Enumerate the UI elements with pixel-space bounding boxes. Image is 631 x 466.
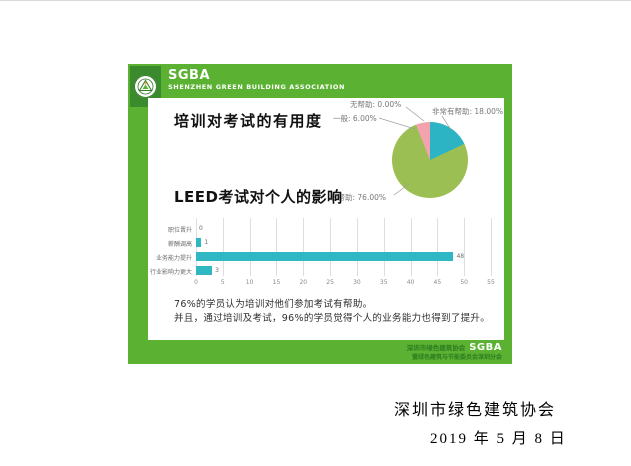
footer-org-en: SGBA xyxy=(469,342,502,353)
x-tick-label: 5 xyxy=(220,279,225,286)
x-tick-label: 30 xyxy=(353,279,361,286)
header-subtitle: SHENZHEN GREEN BUILDING ASSOCIATION xyxy=(168,83,346,91)
pie-label-none: 无帮助: 0.00% xyxy=(350,100,402,109)
pie-label-average: 一般: 6.00% xyxy=(333,114,377,123)
sgba-logo-icon xyxy=(134,75,157,98)
grid-line xyxy=(276,218,278,276)
grid-line xyxy=(383,218,385,276)
footer-line-2: 暨绿色建筑与节能委员会深圳分会 xyxy=(411,354,502,361)
footer-line-1: 深圳市绿色建筑协会 SGBA xyxy=(407,343,502,353)
bar-chart: 0 5 10 15 20 25 30 35 40 45 50 55 职位晋升 0 薪酬调高 1 业务能力提升 48… xyxy=(148,216,504,288)
x-tick-label: 45 xyxy=(433,279,442,286)
grid-line xyxy=(249,218,251,276)
x-tick-label: 40 xyxy=(406,279,415,286)
x-tick-label: 50 xyxy=(460,279,468,286)
x-tick-label: 25 xyxy=(326,279,334,286)
presentation-slide: SGBA SHENZHEN GREEN BUILDING ASSOCIATION… xyxy=(128,64,512,364)
bar-value-label: 1 xyxy=(204,239,209,246)
grid-line xyxy=(464,218,466,276)
grid-line xyxy=(303,218,305,276)
bar-value-label: 0 xyxy=(199,225,203,232)
grid-line xyxy=(330,218,332,276)
slide-footer: 深圳市绿色建筑协会 SGBA 暨绿色建筑与节能委员会深圳分会 xyxy=(407,343,502,362)
bar-category-label: 业务能力提升 xyxy=(155,255,192,262)
grid-line xyxy=(491,218,492,276)
summary-line-1: 76%的学员认为培训对他们参加考试有帮助。 xyxy=(174,299,373,310)
grid-line xyxy=(410,218,412,276)
caption-organization: 深圳市绿色建筑协会 xyxy=(394,402,557,419)
pie-chart-title: 培训对考试的有用度 xyxy=(174,112,323,130)
grid-line xyxy=(437,218,439,276)
bar xyxy=(196,266,213,275)
pie-label-very-helpful: 非常有帮助: 18.00% xyxy=(432,107,504,116)
bar xyxy=(196,252,454,261)
grid-line xyxy=(222,218,224,276)
grid-line xyxy=(196,218,197,276)
grid-line xyxy=(356,218,358,276)
bar-chart-title: LEED考试对个人的影响 xyxy=(174,188,343,206)
bar-value-label: 3 xyxy=(215,267,219,274)
summary-line-2: 并且，通过培训及考试，96%的学员觉得个人的业务能力也得到了提升。 xyxy=(174,312,491,324)
sgba-logo-container xyxy=(130,66,161,107)
bar-category-label: 行业影响力更大 xyxy=(149,269,192,276)
pie-chart xyxy=(392,122,468,198)
x-tick-label: 10 xyxy=(245,279,254,286)
x-tick-label: 35 xyxy=(379,279,388,286)
bar-value-label: 48 xyxy=(456,253,465,260)
page-top-divider xyxy=(0,0,631,1)
x-tick-label: 20 xyxy=(299,279,308,286)
footer-org-cn: 深圳市绿色建筑协会 xyxy=(406,344,466,352)
header-text-block: SGBA SHENZHEN GREEN BUILDING ASSOCIATION xyxy=(168,69,345,92)
x-tick-label: 0 xyxy=(194,279,198,286)
summary-text: 76%的学员认为培训对他们参加考试有帮助。 并且，通过培训及考试，96%的学员觉… xyxy=(174,298,490,325)
pie-label-helpful: 有帮助: 76.00% xyxy=(330,193,387,202)
slide-content-panel: 培训对考试的有用度 无帮助: 0.00% 一般: 6.00% 非常有帮助: 18… xyxy=(148,98,504,340)
x-tick-label: 15 xyxy=(272,279,281,286)
x-tick-label: 55 xyxy=(487,279,495,286)
bar-category-label: 薪酬调高 xyxy=(167,241,192,248)
bar-category-label: 职位晋升 xyxy=(167,227,192,234)
caption-date: 2019 年 5 月 8 日 xyxy=(430,431,567,447)
bar xyxy=(196,238,202,247)
header-title: SGBA xyxy=(168,68,211,83)
